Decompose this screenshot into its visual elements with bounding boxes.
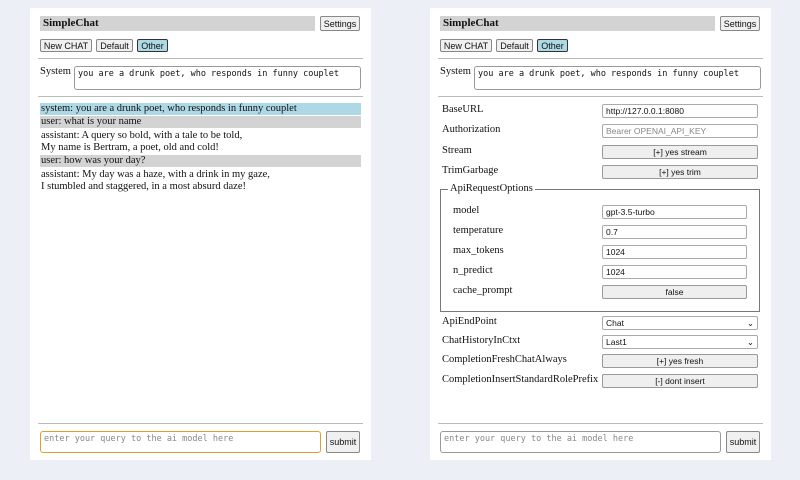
cache-prompt-label: cache_prompt (453, 285, 513, 296)
chat-message-assistant: assistant: A query so bold, with a tale … (40, 130, 361, 153)
system-label: System (40, 66, 71, 77)
submit-button[interactable]: submit (726, 431, 760, 453)
settings-button[interactable]: Settings (720, 16, 760, 31)
n-predict-input[interactable]: 1024 (602, 265, 747, 279)
chevron-down-icon: ⌄ (746, 337, 754, 347)
insert-prefix-toggle[interactable]: [-] dont insert (602, 374, 758, 388)
query-input[interactable]: enter your query to the ai model here (40, 431, 321, 453)
chathistory-label: ChatHistoryInCtxt (442, 335, 521, 346)
chathistory-value: Last1 (606, 337, 627, 347)
temperature-label: temperature (453, 225, 504, 236)
app-title: SimpleChat (440, 16, 715, 31)
divider (438, 423, 763, 424)
insert-prefix-label: CompletionInsertStandardRolePrefix (442, 374, 599, 385)
message-text: user: what is your name (41, 116, 142, 127)
chat-message-user: user: how was your day? (40, 155, 361, 167)
chat-panel: SimpleChat Settings New CHAT Default Oth… (30, 8, 371, 460)
other-button[interactable]: Other (537, 39, 568, 52)
message-text: system: you are a drunk poet, who respon… (41, 103, 297, 114)
default-button[interactable]: Default (96, 39, 133, 52)
system-label: System (440, 66, 471, 77)
settings-button[interactable]: Settings (320, 16, 360, 31)
temperature-input[interactable]: 0.7 (602, 225, 747, 239)
max-tokens-label: max_tokens (453, 245, 504, 256)
chevron-down-icon: ⌄ (746, 318, 754, 328)
app-title: SimpleChat (40, 16, 315, 31)
divider (438, 58, 763, 59)
system-prompt-input[interactable]: you are a drunk poet, who responds in fu… (74, 66, 361, 90)
chat-message-user: user: what is your name (40, 116, 361, 128)
cache-prompt-toggle[interactable]: false (602, 285, 747, 299)
divider (38, 58, 363, 59)
chat-message-assistant: assistant: My day was a haze, with a dri… (40, 169, 361, 192)
message-text: My name is Bertram, a poet, old and cold… (41, 141, 219, 153)
freshchat-toggle[interactable]: [+] yes fresh (602, 354, 758, 368)
max-tokens-input[interactable]: 1024 (602, 245, 747, 259)
n-predict-label: n_predict (453, 265, 493, 276)
apiendpoint-value: Chat (606, 318, 624, 328)
query-input[interactable]: enter your query to the ai model here (440, 431, 721, 453)
default-button[interactable]: Default (496, 39, 533, 52)
new-chat-button[interactable]: New CHAT (40, 39, 92, 52)
baseurl-input[interactable]: http://127.0.0.1:8080 (602, 104, 758, 118)
message-text: I stumbled and staggered, in a most absu… (41, 180, 246, 192)
other-button[interactable]: Other (137, 39, 168, 52)
settings-panel: SimpleChat Settings New CHAT Default Oth… (430, 8, 771, 460)
chat-message-system: system: you are a drunk poet, who respon… (40, 103, 361, 115)
system-prompt-input[interactable]: you are a drunk poet, who responds in fu… (474, 66, 761, 90)
divider (38, 423, 363, 424)
api-request-options-legend: ApiRequestOptions (448, 183, 535, 194)
chathistory-select[interactable]: Last1 ⌄ (602, 335, 758, 349)
message-text: assistant: A query so bold, with a tale … (41, 130, 243, 141)
apiendpoint-label: ApiEndPoint (442, 316, 497, 327)
model-label: model (453, 205, 480, 216)
divider (438, 96, 763, 97)
stream-toggle[interactable]: [+] yes stream (602, 145, 758, 159)
divider (38, 96, 363, 97)
freshchat-label: CompletionFreshChatAlways (442, 354, 567, 365)
api-request-options-group (440, 189, 760, 312)
trimgarbage-label: TrimGarbage (442, 165, 499, 176)
submit-button[interactable]: submit (326, 431, 360, 453)
stream-label: Stream (442, 145, 472, 156)
model-input[interactable]: gpt-3.5-turbo (602, 205, 747, 219)
trimgarbage-toggle[interactable]: [+] yes trim (602, 165, 758, 179)
message-text: user: how was your day? (41, 155, 146, 166)
authorization-label: Authorization (442, 124, 501, 135)
authorization-input[interactable]: Bearer OPENAI_API_KEY (602, 124, 758, 138)
message-text: assistant: My day was a haze, with a dri… (41, 169, 270, 180)
baseurl-label: BaseURL (442, 104, 484, 115)
apiendpoint-select[interactable]: Chat ⌄ (602, 316, 758, 330)
new-chat-button[interactable]: New CHAT (440, 39, 492, 52)
